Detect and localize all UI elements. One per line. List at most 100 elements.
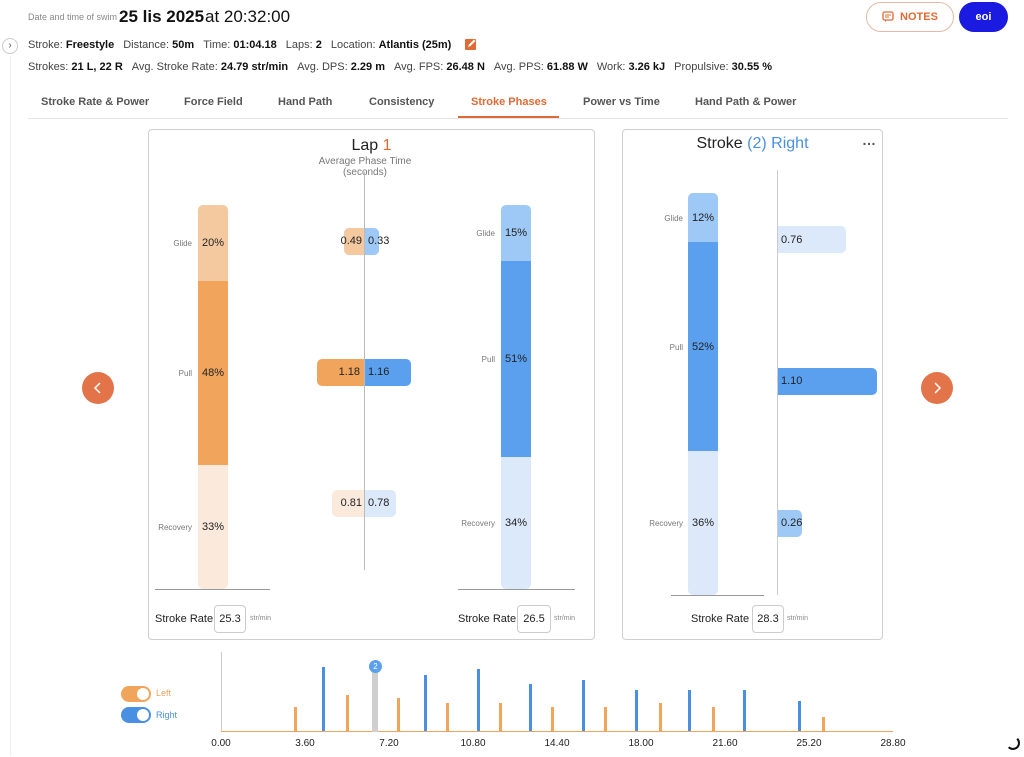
timeline-tick-label: 25.20 (796, 738, 822, 749)
stroke-recovery-pct: 36% (691, 517, 715, 529)
right-pull-pct: 51% (504, 353, 528, 365)
edit-location-icon[interactable] (464, 37, 478, 56)
right-stroke-mark[interactable] (529, 684, 532, 731)
left-pull-time: 1.18 (338, 366, 360, 378)
right-glide-label: Glide (476, 229, 495, 238)
left-stroke-mark[interactable] (604, 707, 607, 731)
tab-force-field[interactable]: Force Field (184, 96, 243, 108)
left-stroke-mark[interactable] (551, 707, 554, 731)
left-stroke-mark[interactable] (499, 703, 502, 731)
sidebar-divider (10, 56, 11, 756)
stroke-glide-label: Glide (664, 214, 683, 223)
stroke-recovery-time-bar (778, 510, 802, 537)
tab-bar-divider (28, 118, 1008, 119)
stroke-pull-time-bar (778, 368, 877, 395)
stroke-pull-pct: 52% (691, 341, 715, 353)
left-stroke-mark[interactable] (659, 703, 662, 731)
stroke-bar-baseline (671, 595, 764, 596)
spinner-icon (1006, 736, 1020, 750)
right-stroke-mark[interactable] (322, 667, 325, 731)
left-recovery-pct: 33% (201, 521, 225, 533)
left-recovery-label: Recovery (158, 523, 192, 532)
right-phase-bar (501, 205, 531, 589)
right-glide-pct: 15% (504, 227, 528, 239)
swim-stats-row: Strokes: 21 L, 22 R Avg. Stroke Rate: 24.… (28, 61, 781, 73)
right-recovery-time-bar (365, 490, 396, 517)
timeline-tick-label: 7.20 (379, 738, 399, 749)
tab-power-vs-time[interactable]: Power vs Time (583, 96, 660, 108)
right-stroke-mark[interactable] (688, 690, 691, 731)
sidebar-expand-button[interactable]: › (2, 38, 18, 54)
stroke-glide-time: 0.76 (781, 234, 803, 246)
stroke-rate-unit: str/min (787, 615, 808, 622)
right-glide-time: 0.33 (368, 235, 390, 247)
swim-stat-item: Propulsive: 30.55 % (674, 61, 773, 73)
notes-label: NOTES (900, 11, 938, 23)
left-pull-segment (198, 281, 228, 465)
tab-hand-path[interactable]: Hand Path (278, 96, 333, 108)
left-legend-label: Left (156, 688, 172, 698)
previous-button[interactable] (82, 372, 114, 404)
right-glide-time-bar (365, 228, 379, 255)
swim-info-row: Stroke: Freestyle Distance: 50m Time: 01:0… (28, 39, 460, 51)
right-stroke-mark[interactable] (424, 675, 427, 731)
timeline-x-axis (221, 731, 893, 732)
right-legend-label: Right (156, 710, 178, 720)
timeline-tick-label: 3.60 (295, 738, 315, 749)
left-toggle[interactable] (121, 686, 151, 702)
right-stroke-rate-label: Stroke Rate (458, 613, 517, 625)
lap-title: Lap 1 (351, 137, 392, 154)
notes-button[interactable]: NOTES (866, 2, 954, 32)
date-label: Date and time of swim (28, 12, 118, 22)
left-recovery-time-bar (332, 490, 364, 517)
timeline-tick-label: 0.00 (211, 738, 231, 749)
timeline-cursor[interactable] (372, 670, 378, 732)
left-stroke-mark[interactable] (397, 698, 400, 731)
user-avatar-button[interactable]: eoi (959, 2, 1008, 32)
left-glide-time-bar (344, 228, 364, 255)
left-glide-segment (198, 205, 228, 281)
swim-time: at 20:32:00 (205, 7, 291, 26)
right-stroke-mark[interactable] (743, 690, 746, 731)
lap-subtitle: Average Phase Time (318, 156, 412, 167)
stroke-pull-segment (688, 242, 718, 451)
left-stroke-rate-value: 25.3 (214, 605, 246, 633)
right-stroke-mark[interactable] (798, 701, 801, 731)
stroke-pull-label: Pull (669, 343, 683, 352)
timeline-tick-label: 28.80 (880, 738, 906, 749)
stroke-recovery-label: Recovery (649, 519, 683, 528)
tab-stroke-rate-power[interactable]: Stroke Rate & Power (41, 96, 150, 108)
chevron-right-icon (934, 382, 942, 394)
next-button[interactable] (921, 372, 953, 404)
left-stroke-mark[interactable] (446, 703, 449, 731)
tab-hand-path-power[interactable]: Hand Path & Power (695, 96, 797, 108)
right-pull-time-bar (365, 359, 411, 386)
right-toggle[interactable] (121, 707, 151, 723)
swim-stat-item: Strokes: 21 L, 22 R (28, 61, 123, 73)
more-options-icon[interactable]: … (862, 132, 876, 148)
left-pull-label: Pull (178, 369, 192, 378)
stroke-rate-label: Stroke Rate (691, 613, 750, 625)
swim-info-item: Laps: 2 (285, 39, 322, 51)
swim-stat-item: Avg. DPS: 2.29 m (297, 61, 385, 73)
right-pull-label: Pull (481, 355, 495, 364)
right-stroke-rate-value: 26.5 (517, 605, 551, 633)
right-stroke-mark[interactable] (582, 680, 585, 731)
stroke-glide-segment (688, 193, 718, 242)
right-stroke-mark[interactable] (477, 669, 480, 731)
left-stroke-mark[interactable] (294, 707, 297, 731)
tab-consistency[interactable]: Consistency (369, 96, 435, 108)
right-stroke-mark[interactable] (635, 690, 638, 731)
chevron-left-icon (93, 382, 101, 394)
stroke-axis (777, 170, 778, 595)
stroke-recovery-time: 0.26 (781, 517, 803, 529)
left-stroke-mark[interactable] (346, 695, 349, 731)
right-recovery-time: 0.78 (368, 497, 390, 509)
left-stroke-mark[interactable] (712, 707, 715, 731)
stroke-glide-time-bar (778, 226, 846, 253)
tab-stroke-phases[interactable]: Stroke Phases (471, 96, 547, 108)
right-pull-segment (501, 261, 531, 457)
left-stroke-mark[interactable] (822, 717, 825, 731)
timeline-marker[interactable]: 2 (369, 660, 382, 673)
timeline-y-axis (221, 652, 222, 732)
